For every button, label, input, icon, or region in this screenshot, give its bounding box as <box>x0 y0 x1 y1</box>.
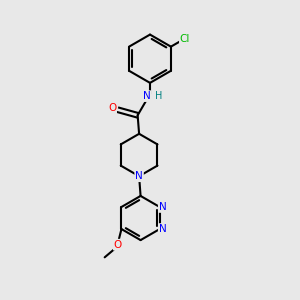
Text: Cl: Cl <box>180 34 190 44</box>
Text: N: N <box>159 224 167 234</box>
Text: N: N <box>142 91 150 101</box>
Text: N: N <box>159 202 167 212</box>
Text: N: N <box>135 171 143 181</box>
Text: O: O <box>114 240 122 250</box>
Text: H: H <box>155 91 163 101</box>
Text: O: O <box>108 103 116 113</box>
